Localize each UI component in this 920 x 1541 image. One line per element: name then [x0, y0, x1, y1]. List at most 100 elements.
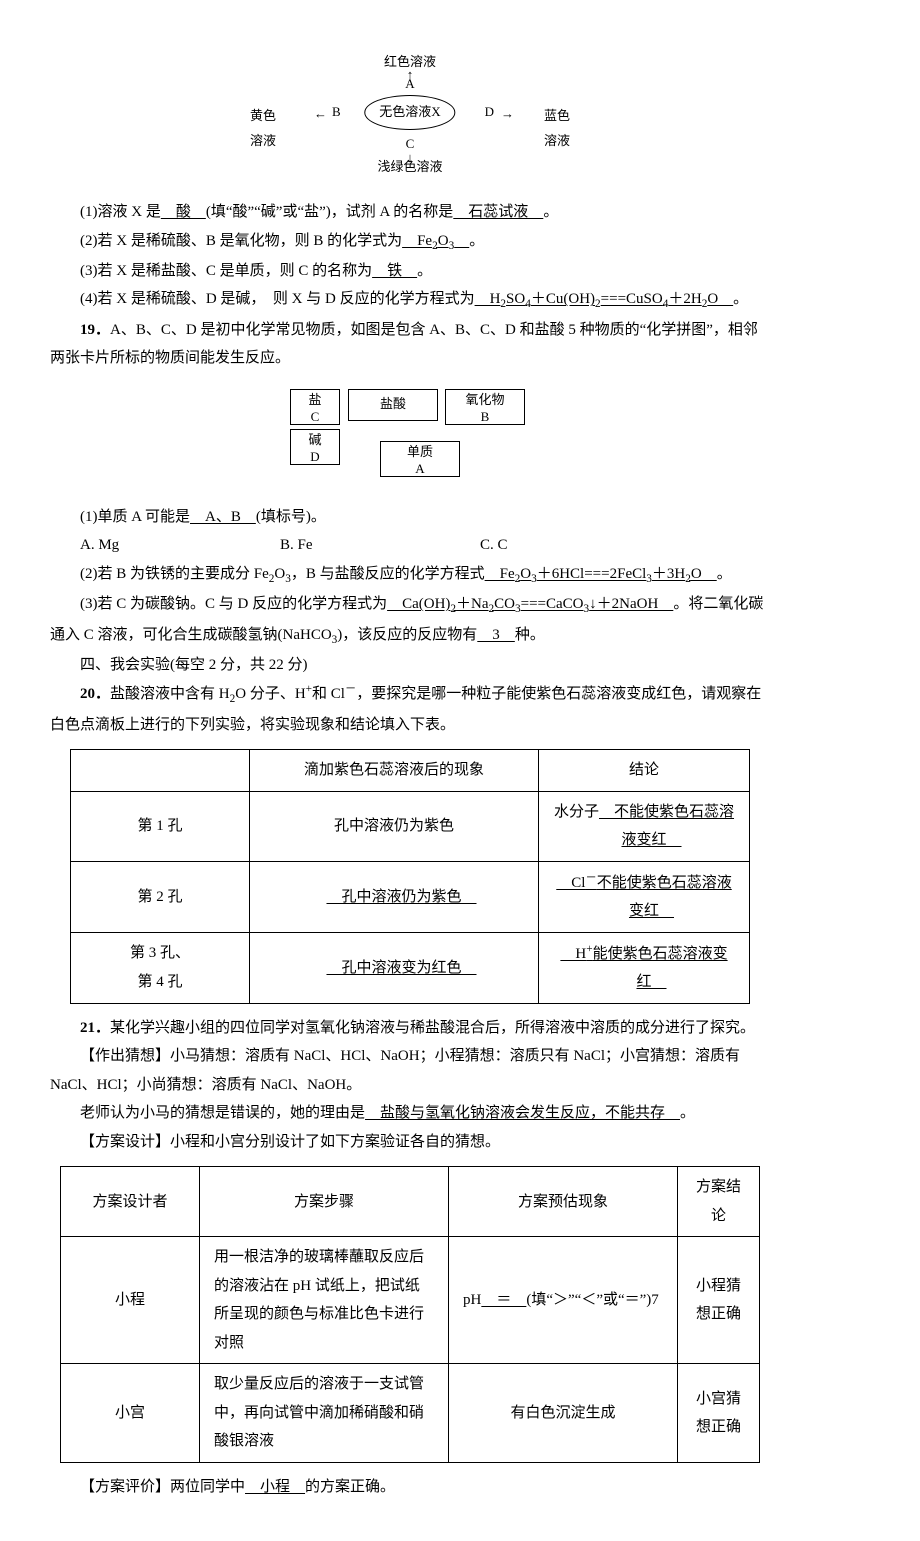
label-d: D	[485, 100, 494, 125]
cell: 第 2 孔	[71, 861, 250, 932]
label: 【方案设计】	[80, 1134, 170, 1150]
cell: 用一根洁净的玻璃棒蘸取反应后的溶液沾在 pH 试纸上，把试纸所呈现的颜色与标准比…	[200, 1237, 449, 1364]
cell: 水分子 不能使紫色石蕊溶液变红	[539, 791, 750, 861]
answer: Fe2O3	[402, 233, 469, 249]
label-right: 蓝色 溶液	[544, 104, 570, 153]
answer: 孔中溶液变为红色	[326, 960, 476, 976]
text: 。	[417, 263, 432, 279]
cell: pH ＝ (填“＞”“＜”或“＝”)7	[449, 1237, 678, 1364]
q21-intro: 21．某化学兴趣小组的四位同学对氢氧化钠溶液与稀盐酸混合后，所得溶液中溶质的成分…	[50, 1014, 770, 1043]
q18-p4: (4)若 X 是稀硫酸、D 是碱， 则 X 与 D 反应的化学方程式为 H2SO…	[50, 285, 770, 315]
answer: 铁	[372, 263, 417, 279]
text: 某化学兴趣小组的四位同学对氢氧化钠溶液与稀盐酸混合后，所得溶液中溶质的成分进行了…	[110, 1020, 755, 1036]
th: 方案设计者	[61, 1167, 200, 1237]
text: 水分子	[554, 804, 599, 820]
answer: H2SO4＋Cu(OH)2===CuSO4＋2H2O	[475, 291, 734, 307]
answer: 不能使紫色石蕊溶液变红	[599, 804, 734, 849]
label-bottom: 浅绿色溶液	[377, 155, 442, 180]
q21-design: 【方案设计】小程和小宫分别设计了如下方案验证各自的猜想。	[50, 1128, 770, 1157]
text: 。	[733, 291, 748, 307]
box-a: 单质 A	[380, 441, 460, 477]
cell: 第 1 孔	[71, 791, 250, 861]
q20-intro: 20．盐酸溶液中含有 H2O 分子、H+和 Cl－，要探究是哪一种粒子能使紫色石…	[50, 679, 770, 739]
table-row: 第 1 孔 孔中溶液仍为紫色 水分子 不能使紫色石蕊溶液变红	[71, 791, 750, 861]
opt-a: A. Mg	[50, 531, 250, 560]
cell: 有白色沉淀生成	[449, 1364, 678, 1463]
answer: A、B	[190, 509, 256, 525]
cell: Cl－不能使紫色石蕊溶液变红	[539, 861, 750, 932]
q19-p2: (2)若 B 为铁锈的主要成分 Fe2O3，B 与盐酸反应的化学方程式 Fe2O…	[50, 560, 770, 590]
cell: 取少量反应后的溶液于一支试管中，再向试管中滴加稀硝酸和硝酸银溶液	[200, 1364, 449, 1463]
q19-p1: (1)单质 A 可能是 A、B (填标号)。	[50, 503, 770, 532]
th: 方案结论	[678, 1167, 760, 1237]
answer: ＝	[481, 1292, 526, 1308]
answer: Cl－不能使紫色石蕊溶液变红	[556, 875, 731, 920]
q21-eval: 【方案评价】两位同学中 小程 的方案正确。	[50, 1473, 770, 1502]
text: (填“＞”“＜”或“＝”)7	[526, 1292, 658, 1308]
table-row: 小宫 取少量反应后的溶液于一支试管中，再向试管中滴加稀硝酸和硝酸银溶液 有白色沉…	[61, 1364, 760, 1463]
text: 。	[543, 204, 558, 220]
answer: Fe2O3＋6HCl===2FeCl3＋3H2O	[485, 566, 717, 582]
answer: Ca(OH)2＋Na2CO3===CaCO3↓＋2NaOH	[387, 596, 673, 612]
answer: 盐酸与氢氧化钠溶液会发生反应，不能共存	[365, 1105, 680, 1121]
qnum: 21．	[80, 1020, 110, 1036]
answer: 酸	[161, 204, 206, 220]
box-b: 氧化物 B	[445, 389, 525, 425]
cell: 小宫	[61, 1364, 200, 1463]
label-b: B	[332, 100, 341, 125]
text: 。	[717, 566, 732, 582]
cell: 小宫猜想正确	[678, 1364, 760, 1463]
label-center: 无色溶液X	[364, 95, 455, 130]
text: (2)若 B 为铁锈的主要成分 Fe2O3，B 与盐酸反应的化学方程式	[80, 566, 485, 582]
text: 种。	[515, 627, 545, 643]
qnum: 20．	[80, 686, 110, 702]
text: (填标号)。	[256, 509, 326, 525]
th: 滴加紫色石蕊溶液后的现象	[250, 750, 539, 792]
q19-options: A. Mg B. Fe C. C	[50, 531, 770, 560]
q21-guess: 【作出猜想】小马猜想：溶质有 NaCl、HCl、NaOH；小程猜想：溶质只有 N…	[50, 1042, 770, 1099]
q19-p3: (3)若 C 为碳酸钠。C 与 D 反应的化学方程式为 Ca(OH)2＋Na2C…	[50, 590, 770, 651]
box-d: 碱 D	[290, 429, 340, 465]
cell: 小程猜想正确	[678, 1237, 760, 1364]
text: (1)溶液 X 是	[80, 204, 161, 220]
th: 结论	[539, 750, 750, 792]
q18-p3: (3)若 X 是稀盐酸、C 是单质，则 C 的名称为 铁 。	[50, 257, 770, 286]
answer: 3	[477, 627, 515, 643]
q21-table: 方案设计者 方案步骤 方案预估现象 方案结论 小程 用一根洁净的玻璃棒蘸取反应后…	[60, 1166, 760, 1463]
q18-p2: (2)若 X 是稀硫酸、B 是氧化物，则 B 的化学式为 Fe2O3 。	[50, 227, 770, 257]
text: 盐酸溶液中含有 H2O 分子、H+和 Cl－，要探究是哪一种粒子能使紫色石蕊溶液…	[50, 686, 761, 732]
answer: H+能使紫色石蕊溶液变红	[560, 946, 727, 991]
q20-table: 滴加紫色石蕊溶液后的现象 结论 第 1 孔 孔中溶液仍为紫色 水分子 不能使紫色…	[70, 749, 750, 1004]
text: (4)若 X 是稀硫酸、D 是碱， 则 X 与 D 反应的化学方程式为	[80, 291, 475, 307]
text: 。	[469, 233, 484, 249]
text: 的方案正确。	[305, 1479, 395, 1495]
q21-teacher: 老师认为小马的猜想是错误的，她的理由是 盐酸与氢氧化钠溶液会发生反应，不能共存 …	[50, 1099, 770, 1128]
diagram-puzzle: 盐 C 盐酸 氧化物 B 碱 D 单质 A	[270, 381, 550, 491]
text: (3)若 C 为碳酸钠。C 与 D 反应的化学方程式为	[80, 596, 387, 612]
cell: 孔中溶液仍为紫色	[250, 791, 539, 861]
th: 方案步骤	[200, 1167, 449, 1237]
text: 小程和小宫分别设计了如下方案验证各自的猜想。	[170, 1134, 500, 1150]
table-header-row: 方案设计者 方案步骤 方案预估现象 方案结论	[61, 1167, 760, 1237]
text: 两位同学中	[170, 1479, 245, 1495]
label-a: A	[405, 72, 414, 97]
cell: 孔中溶液仍为紫色	[250, 861, 539, 932]
box-c: 盐 C	[290, 389, 340, 425]
qnum: 19．	[80, 322, 110, 338]
answer: 孔中溶液仍为紫色	[326, 889, 476, 905]
cell: 小程	[61, 1237, 200, 1364]
text: (1)单质 A 可能是	[80, 509, 190, 525]
text: A、B、C、D 是初中化学常见物质，如图是包含 A、B、C、D 和盐酸 5 种物…	[50, 322, 758, 367]
answer: 小程	[245, 1479, 305, 1495]
q18-p1: (1)溶液 X 是 酸 (填“酸”“碱”或“盐”)，试剂 A 的名称是 石蕊试液…	[50, 198, 770, 227]
table-row: 小程 用一根洁净的玻璃棒蘸取反应后的溶液沾在 pH 试纸上，把试纸所呈现的颜色与…	[61, 1237, 760, 1364]
answer: 石蕊试液	[453, 204, 543, 220]
table-header-row: 滴加紫色石蕊溶液后的现象 结论	[71, 750, 750, 792]
text: 老师认为小马的猜想是错误的，她的理由是	[80, 1105, 365, 1121]
th: 方案预估现象	[449, 1167, 678, 1237]
opt-b: B. Fe	[250, 531, 450, 560]
label: 【方案评价】	[80, 1479, 170, 1495]
arrow-right: →	[501, 102, 514, 127]
box-hcl: 盐酸	[348, 389, 438, 421]
text: (填“酸”“碱”或“盐”)，试剂 A 的名称是	[206, 204, 453, 220]
